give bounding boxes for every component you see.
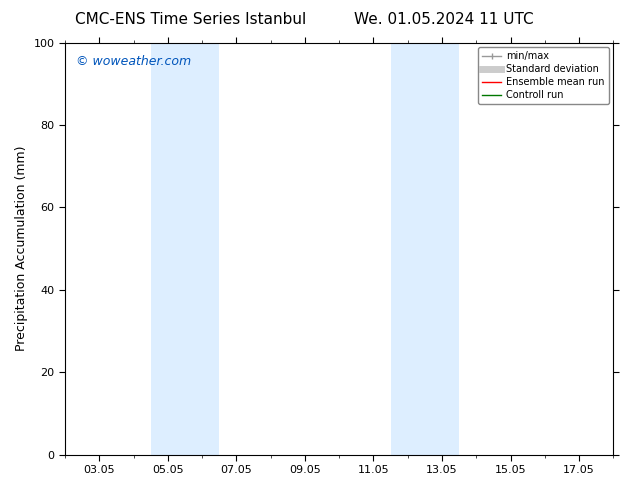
Bar [391,43,459,455]
Legend: min/max, Standard deviation, Ensemble mean run, Controll run: min/max, Standard deviation, Ensemble me… [478,48,609,104]
Y-axis label: Precipitation Accumulation (mm): Precipitation Accumulation (mm) [15,146,28,351]
Text: We. 01.05.2024 11 UTC: We. 01.05.2024 11 UTC [354,12,534,27]
Bar [151,43,219,455]
Text: CMC-ENS Time Series Istanbul: CMC-ENS Time Series Istanbul [75,12,306,27]
Text: © woweather.com: © woweather.com [76,55,191,68]
